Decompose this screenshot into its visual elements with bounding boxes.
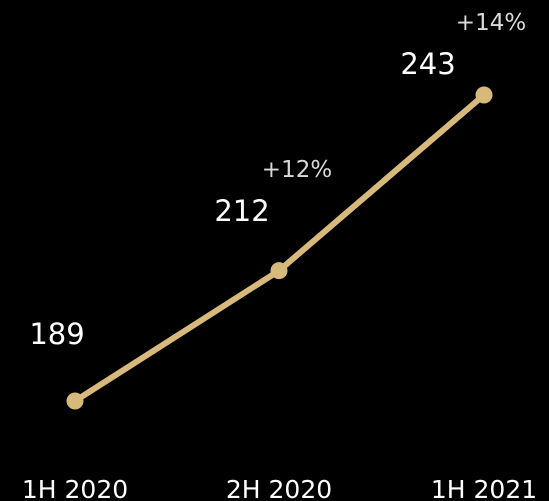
data-point-1 [66, 392, 84, 410]
category-labels: 1H 2020 2H 2020 1H 2021 [22, 475, 537, 501]
series-line [72, 92, 487, 404]
value-labels: 189 212 243 [29, 47, 455, 351]
value-label-1: 189 [29, 317, 84, 351]
growth-labels: +12% +14% [262, 10, 526, 183]
data-point-2 [270, 262, 288, 280]
category-label-3: 1H 2021 [431, 475, 537, 501]
growth-label-3: +14% [456, 10, 526, 36]
growth-label-2: +12% [262, 157, 332, 183]
value-label-2: 212 [214, 194, 269, 228]
data-point-3 [475, 86, 493, 104]
category-label-1: 1H 2020 [22, 475, 128, 501]
value-label-3: 243 [400, 47, 455, 81]
category-label-2: 2H 2020 [226, 475, 332, 501]
data-points [66, 86, 493, 410]
